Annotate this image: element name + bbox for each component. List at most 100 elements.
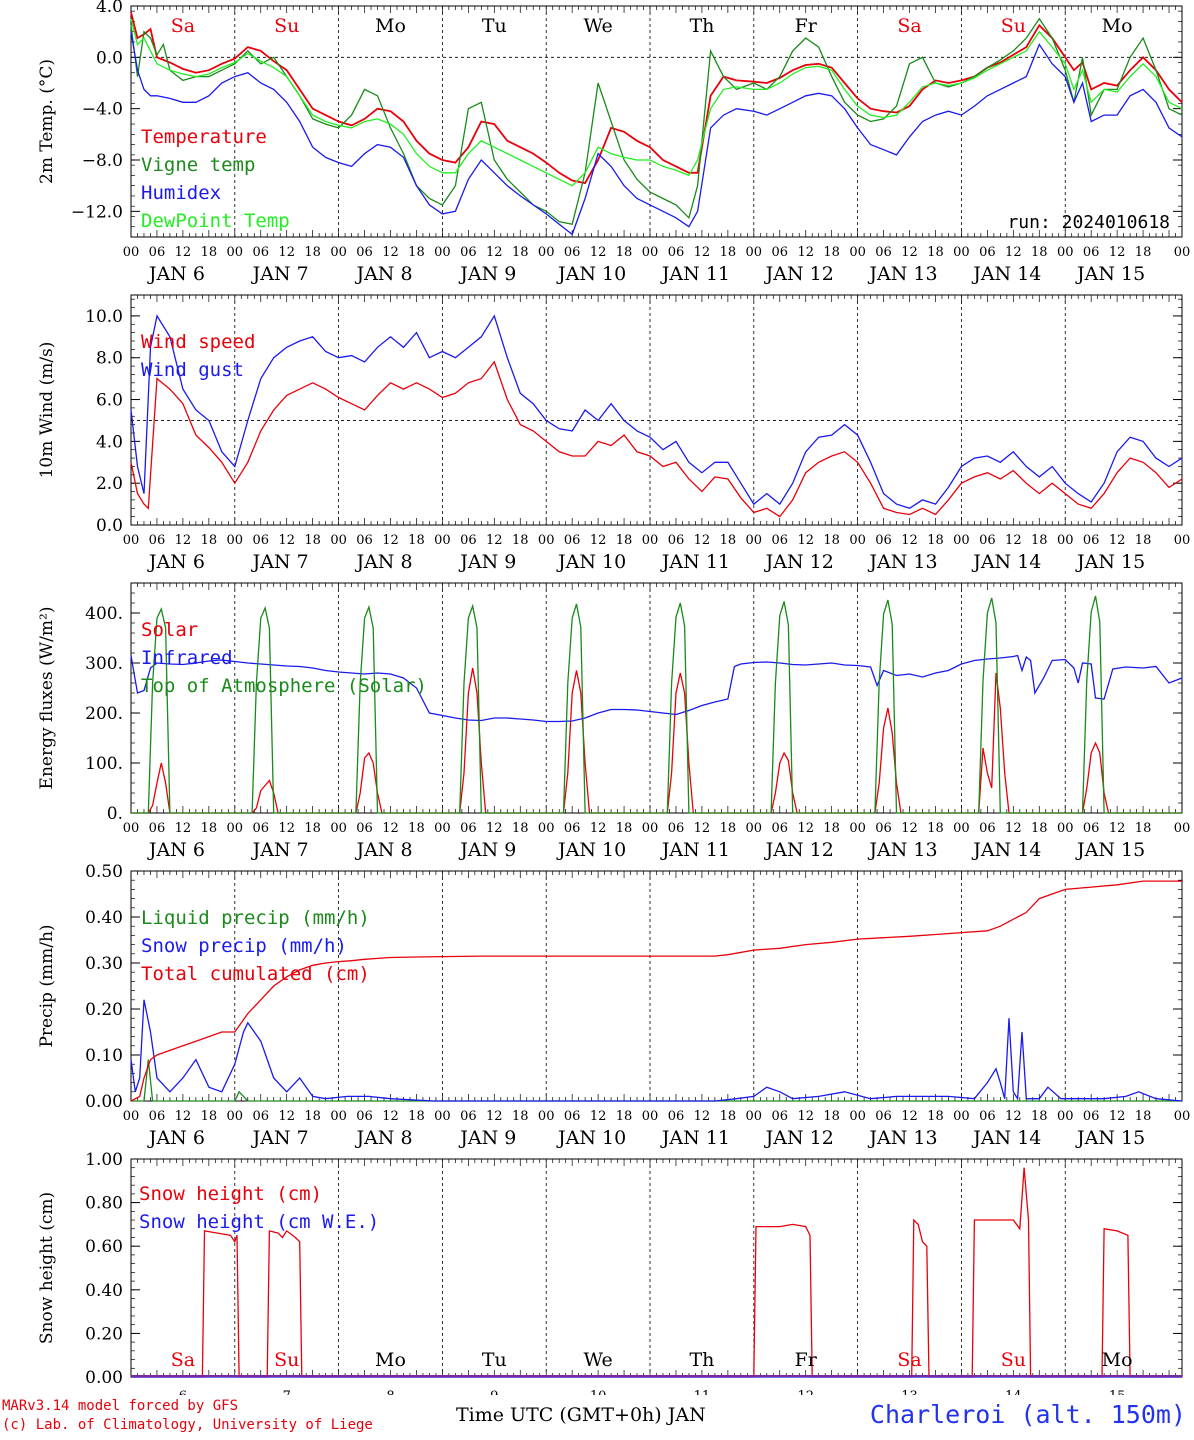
legend-entry: DewPoint Temp [141, 210, 290, 232]
x-hour-label: 18 [720, 1109, 737, 1124]
x-day-label: JAN 10 [556, 1127, 626, 1149]
x-hour-label: 00 [746, 533, 763, 548]
x-hour-label: 18 [512, 821, 529, 836]
x-hour-label: 18 [823, 245, 840, 260]
x-hour-label: 00 [434, 533, 451, 548]
x-hour-label: 18 [1031, 821, 1048, 836]
y-tick-label: 0.40 [85, 1281, 123, 1301]
y-tick-label: 0.80 [85, 1194, 123, 1214]
x-hour-label: 18 [927, 533, 944, 548]
x-hour-label: 06 [668, 1109, 685, 1124]
x-hour-label: 18 [304, 533, 321, 548]
x-hour-label: 12 [694, 821, 711, 836]
x-hour-label: 12 [590, 533, 607, 548]
y-tick-label: 8.0 [96, 349, 123, 369]
x-hour-label: 06 [356, 533, 373, 548]
x-hour-label: 00 [538, 533, 555, 548]
x-hour-label: 00 [434, 1109, 451, 1124]
x-day-label: JAN 9 [458, 839, 516, 861]
y-tick-label: 0.50 [85, 862, 123, 882]
x-hour-label: 18 [616, 533, 633, 548]
x-day-number: 10 [590, 1389, 607, 1395]
x-day-label: JAN 6 [147, 839, 205, 861]
x-hour-label: 12 [486, 1109, 503, 1124]
x-day-label: JAN 13 [867, 551, 937, 573]
x-hour-label: 18 [408, 533, 425, 548]
x-hour-label: 06 [460, 245, 477, 260]
x-axis-label: Time UTC (GMT+0h) JAN [456, 1404, 706, 1426]
x-day-label: JAN 8 [354, 1127, 412, 1149]
x-hour-label: 00 [227, 821, 244, 836]
x-hour-label: 00 [434, 821, 451, 836]
x-day-label: JAN 11 [660, 1127, 730, 1149]
x-hour-label: 06 [460, 1109, 477, 1124]
x-hour-label: 00 [538, 821, 555, 836]
x-hour-label: 18 [304, 821, 321, 836]
series-line-liquid-precip-mm-h [131, 1059, 1182, 1102]
y-tick-label: −4.0 [82, 100, 123, 120]
weekday-label: Sa [171, 15, 195, 37]
x-hour-label: 00 [1057, 245, 1074, 260]
x-day-number: 13 [901, 1389, 918, 1395]
x-hour-label: 00 [953, 533, 970, 548]
x-day-label: JAN 8 [354, 839, 412, 861]
x-hour-label: 06 [979, 533, 996, 548]
legend-entry: Wind gust [141, 359, 244, 381]
x-hour-label: 12 [694, 533, 711, 548]
x-hour-label: 06 [252, 533, 269, 548]
x-hour-label: 00 [538, 1109, 555, 1124]
x-hour-label: 18 [304, 245, 321, 260]
legend-entry: Snow precip (mm/h) [141, 935, 347, 957]
x-hour-label: 00 [1174, 821, 1191, 836]
plot-frame [130, 582, 1183, 814]
x-hour-label: 12 [1005, 533, 1022, 548]
legend-entry: Solar [141, 619, 198, 641]
x-hour-label: 18 [512, 245, 529, 260]
x-hour-label: 06 [668, 245, 685, 260]
y-tick-label: −12.0 [71, 202, 123, 222]
x-day-label: JAN 6 [147, 551, 205, 573]
y-tick-label: 0.30 [85, 954, 123, 974]
x-hour-label: 12 [1109, 245, 1126, 260]
x-hour-label: 06 [149, 533, 166, 548]
x-hour-label: 00 [227, 245, 244, 260]
x-hour-label: 18 [720, 245, 737, 260]
x-day-label: JAN 10 [556, 263, 626, 285]
x-hour-label: 00 [849, 1109, 866, 1124]
y-tick-label: 4.0 [96, 432, 123, 452]
x-hour-label: 00 [123, 245, 140, 260]
weekday-label: Sa [897, 15, 921, 37]
y-tick-label: 0.40 [85, 908, 123, 928]
x-hour-label: 18 [720, 821, 737, 836]
x-hour-label: 12 [382, 1109, 399, 1124]
weekday-label: Mo [1102, 15, 1133, 37]
weekday-label: Su [274, 15, 299, 37]
x-hour-label: 12 [1109, 821, 1126, 836]
x-day-label: JAN 9 [458, 1127, 516, 1149]
x-hour-label: 06 [875, 245, 892, 260]
panel-4: 0.00 0.10 0.20 0.30 0.40 0.50 Precip (mm/h) Liq… [37, 862, 1190, 1149]
x-hour-label: 00 [434, 245, 451, 260]
series-line-temperature [130, 12, 1183, 185]
x-day-label: JAN 12 [764, 263, 834, 285]
panel-2: 0.0 2.0 4.0 6.0 8.0 10.0 10m Wind (m/s) Wind sp… [37, 294, 1190, 573]
legend-entry: Wind speed [141, 331, 255, 353]
y-tick-label: 400. [85, 604, 123, 624]
x-hour-label: 00 [123, 533, 140, 548]
x-hour-label: 00 [746, 1109, 763, 1124]
x-hour-label: 18 [201, 821, 218, 836]
x-hour-label: 18 [1135, 245, 1152, 260]
legend-entry: Snow height (cm W.E.) [139, 1211, 379, 1233]
x-hour-label: 06 [875, 533, 892, 548]
x-hour-label: 18 [1031, 1109, 1048, 1124]
x-day-label: JAN 14 [971, 263, 1041, 285]
run-label: run: 2024010618 [1007, 212, 1170, 233]
meteogram: 4.0 0.0 −4.0 −8.0 −12.0 2m Temp. (°C) Temperat… [37, 0, 1191, 1395]
x-hour-label: 12 [278, 821, 295, 836]
x-hour-label: 00 [227, 1109, 244, 1124]
series-line-wind-gust [130, 314, 1183, 510]
x-hour-label: 06 [149, 1109, 166, 1124]
x-hour-label: 18 [927, 821, 944, 836]
x-hour-label: 00 [642, 533, 659, 548]
x-hour-label: 12 [486, 533, 503, 548]
